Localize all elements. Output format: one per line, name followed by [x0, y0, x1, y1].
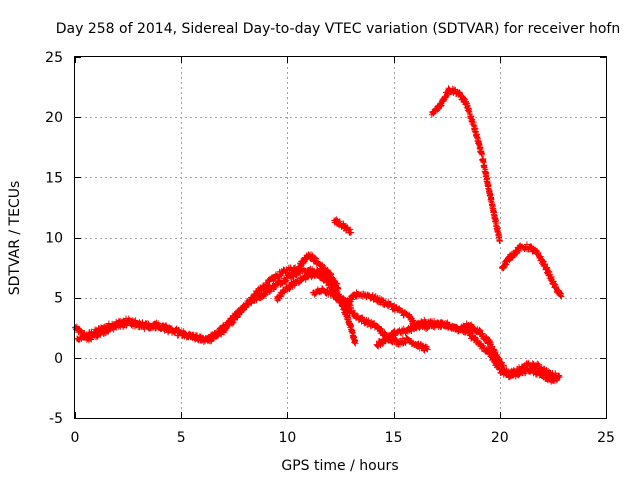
- x-tick-label: 10: [278, 430, 296, 446]
- y-axis-label: SDTVAR / TECUs: [7, 181, 23, 296]
- chart-title: Day 258 of 2014, Sidereal Day-to-day VTE…: [56, 21, 620, 37]
- x-tick-label: 0: [71, 430, 80, 446]
- series-arc2: [74, 265, 355, 345]
- y-tick-label: -5: [49, 411, 63, 427]
- y-tick-labels: -5 0 5 10 15 20 25: [45, 50, 63, 427]
- data-points: [428, 85, 503, 245]
- data-points: [373, 316, 563, 385]
- axis-ticks: [75, 57, 607, 419]
- y-tick-label: 20: [45, 110, 63, 126]
- x-tick-labels: 0 5 10 15 20 25: [71, 430, 615, 446]
- x-tick-label: 20: [491, 430, 509, 446]
- data-points: [331, 216, 355, 236]
- y-tick-label: 0: [54, 351, 63, 367]
- y-tick-label: 10: [45, 231, 63, 247]
- y-tick-label: 5: [54, 291, 63, 307]
- y-tick-label: 15: [45, 170, 63, 186]
- series-arc8: [498, 241, 565, 300]
- series-arc9: [331, 216, 355, 236]
- x-tick-label: 15: [385, 430, 403, 446]
- x-axis-label: GPS time / hours: [281, 458, 398, 474]
- plot-frame: [74, 56, 607, 419]
- series-arc7: [428, 85, 503, 245]
- x-tick-label: 25: [597, 430, 615, 446]
- x-tick-label: 5: [177, 430, 186, 446]
- y-tick-label: 25: [45, 50, 63, 66]
- series-arc6: [373, 316, 563, 385]
- data-points: [498, 241, 565, 300]
- data-layer: [72, 85, 565, 385]
- data-points: [74, 265, 355, 345]
